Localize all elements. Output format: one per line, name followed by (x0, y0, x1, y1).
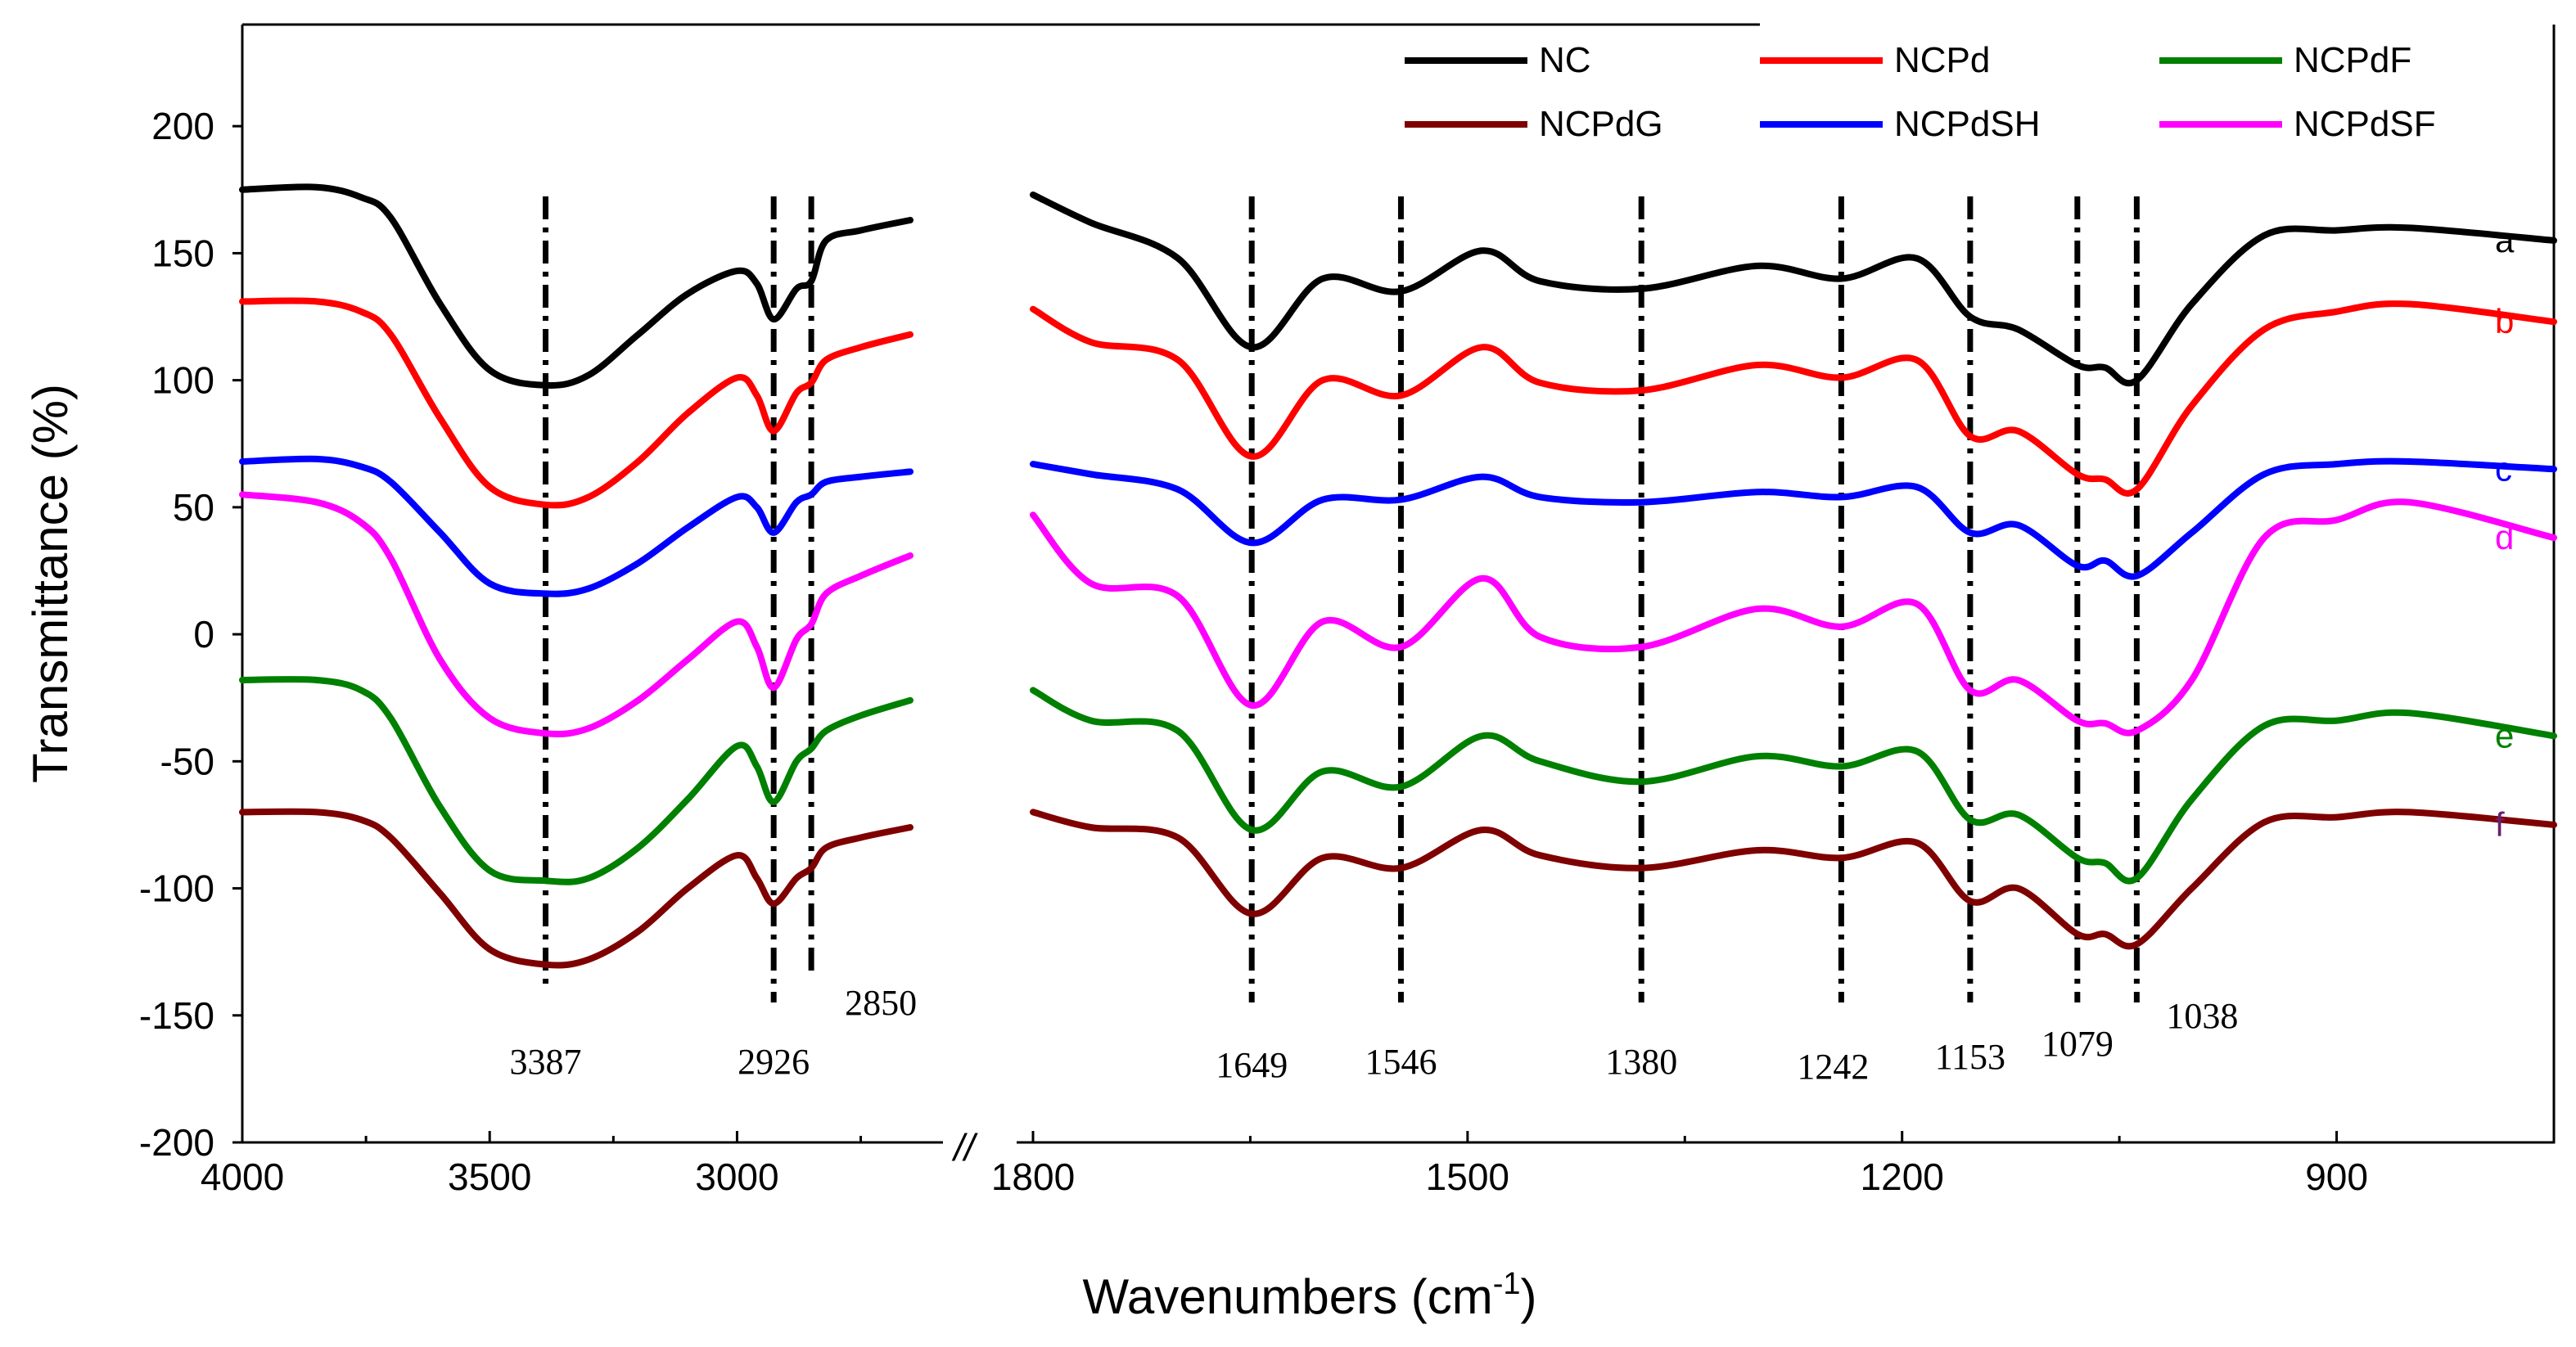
peak-label: 1153 (1935, 1037, 2005, 1077)
peak-label: 1242 (1797, 1047, 1869, 1087)
legend-label-ncpdf: NCPdF (2294, 40, 2411, 80)
legend-label-ncpdsh: NCPdSH (1894, 104, 2041, 144)
curve-label-f: f (2495, 805, 2505, 844)
peak-markers (543, 196, 2140, 1002)
y-tick-label: -150 (139, 994, 214, 1037)
x-axis-title: Wavenumbers (cm-1) (1083, 1267, 1537, 1324)
series-line-ncpdf-right (1030, 687, 2557, 885)
series-line-ncpdg-left (239, 808, 914, 969)
peak-label: 1546 (1365, 1042, 1437, 1082)
peak-label: 1649 (1216, 1045, 1288, 1085)
x-tick-label: 4000 (201, 1156, 284, 1198)
series-line-ncpdsf-right (1030, 498, 2557, 737)
curve-label-e: e (2495, 716, 2514, 755)
x-tick-label: 900 (2305, 1156, 2368, 1198)
legend-label-nc: NC (1539, 40, 1591, 80)
series-line-ncpd-right (1030, 300, 2557, 497)
series-line-ncpdg-right (1030, 809, 2557, 950)
legend-label-ncpd: NCPd (1894, 40, 1990, 80)
x-tick-label: 3500 (448, 1156, 531, 1198)
y-tick-label: -200 (139, 1121, 214, 1164)
series-line-ncpdsf-left (239, 491, 914, 738)
series-line-ncpdsh-left (239, 455, 914, 597)
curve-label-d: d (2495, 518, 2514, 556)
legend-label-ncpdg: NCPdG (1539, 104, 1663, 144)
series-line-ncpd-left (239, 297, 914, 509)
x-tick-label: 1500 (1426, 1156, 1509, 1198)
y-tick-label: 100 (151, 359, 214, 402)
curve-label-b: b (2495, 302, 2514, 340)
y-tick-label: 150 (151, 232, 214, 274)
y-tick-label: 50 (173, 486, 214, 529)
series-line-ncpdf-left (239, 676, 914, 885)
y-axis-title: Transmittance (%) (23, 384, 78, 783)
peak-label: 3387 (510, 1042, 582, 1082)
x-tick-label: 1200 (1861, 1156, 1944, 1198)
peak-label: 1079 (2041, 1024, 2114, 1064)
legend: NC NCPd NCPdF NCPdG NCPdSH NCPdSF (1405, 40, 2436, 144)
peak-label: 2926 (738, 1042, 810, 1082)
series-line-nc-left (239, 183, 914, 390)
peak-label: 2850 (845, 983, 917, 1023)
x-tick-label: 3000 (695, 1156, 778, 1198)
peak-label: 1038 (2166, 996, 2238, 1036)
legend-label-ncpdsf: NCPdSF (2294, 104, 2436, 144)
peak-label: 1380 (1605, 1042, 1677, 1082)
y-tick-label: 200 (151, 105, 214, 147)
y-tick-label: -50 (160, 740, 214, 782)
axis-break-symbol: // (951, 1126, 978, 1169)
series-line-nc-right (1030, 191, 2557, 387)
series-line-ncpdsh-right (1030, 457, 2557, 580)
curve-label-a: a (2495, 221, 2515, 259)
y-tick-label: -100 (139, 867, 214, 910)
labels: Transmittance (%) Wavenumbers (cm-1) 3387 2… (23, 221, 2515, 1324)
y-tick-label: 0 (193, 613, 214, 655)
curve-label-c: c (2495, 449, 2512, 488)
series-lines (239, 183, 2557, 969)
x-tick-label: 1800 (991, 1156, 1075, 1198)
